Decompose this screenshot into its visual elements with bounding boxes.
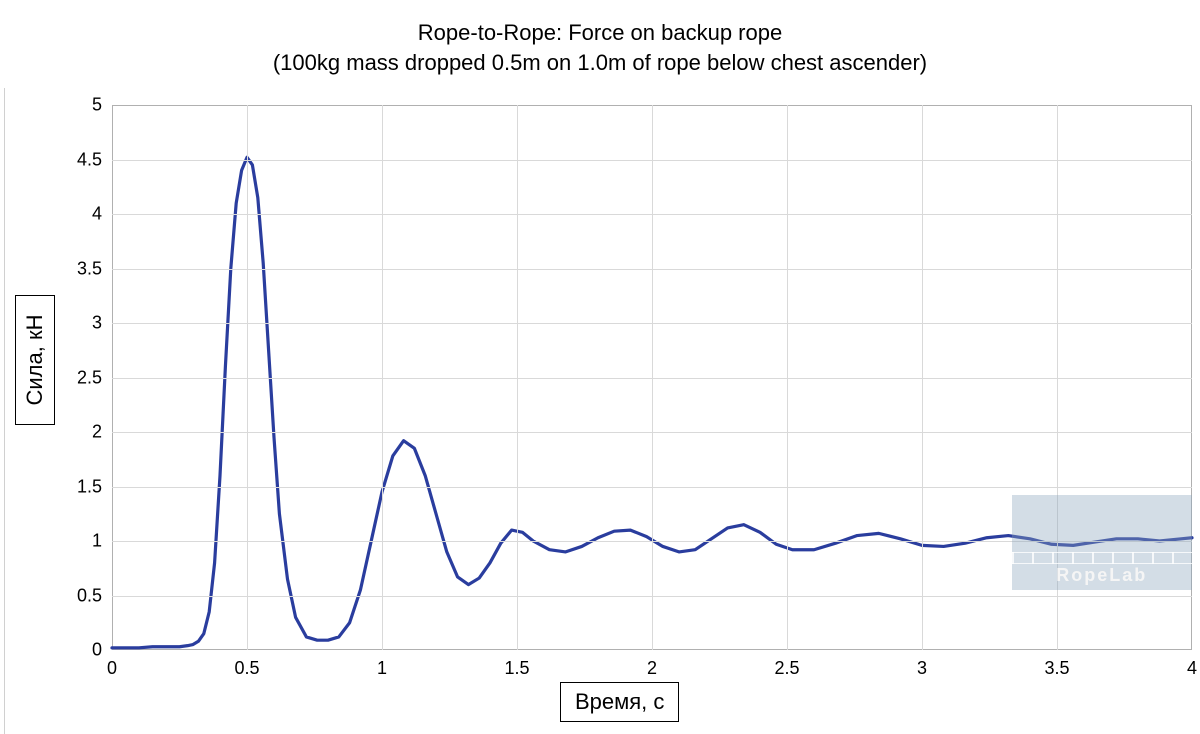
y-tick-label: 1 [92, 531, 102, 552]
y-tick-label: 0 [92, 640, 102, 661]
x-tick-label: 4 [1187, 658, 1197, 679]
chart-page: { "title": { "line1": "Rope-to-Rope: For… [0, 0, 1200, 734]
x-tick-label: 0.5 [234, 658, 259, 679]
x-tick-label: 2.5 [774, 658, 799, 679]
x-axis-label: Время, с [560, 682, 679, 722]
chart-title: Rope-to-Rope: Force on backup rope (100k… [0, 18, 1200, 77]
gridline-h [112, 432, 1192, 433]
y-tick-label: 2 [92, 422, 102, 443]
x-tick-label: 3 [917, 658, 927, 679]
watermark-band [1012, 552, 1192, 564]
y-tick-label: 3.5 [77, 258, 102, 279]
x-tick-label: 1 [377, 658, 387, 679]
gridline-h [112, 269, 1192, 270]
x-tick-label: 0 [107, 658, 117, 679]
y-tick-label: 2.5 [77, 367, 102, 388]
x-tick-label: 1.5 [504, 658, 529, 679]
x-tick-label: 3.5 [1044, 658, 1069, 679]
y-tick-label: 0.5 [77, 585, 102, 606]
gridline-h [112, 378, 1192, 379]
plot-area: 00.511.522.533.5400.511.522.533.544.55Ro… [112, 105, 1192, 650]
y-axis-label-text: Сила, кН [22, 315, 47, 406]
y-tick-label: 5 [92, 95, 102, 116]
x-axis-label-text: Время, с [575, 689, 664, 714]
chart-title-line2: (100kg mass dropped 0.5m on 1.0m of rope… [0, 48, 1200, 78]
gridline-h [112, 596, 1192, 597]
watermark-text: RopeLab [1012, 565, 1192, 586]
gridline-h [112, 323, 1192, 324]
chart-title-line1: Rope-to-Rope: Force on backup rope [0, 18, 1200, 48]
gridline-h [112, 160, 1192, 161]
y-tick-label: 4 [92, 204, 102, 225]
y-axis-label: Сила, кН [15, 295, 55, 425]
y-tick-label: 3 [92, 313, 102, 334]
x-tick-label: 2 [647, 658, 657, 679]
y-tick-label: 4.5 [77, 149, 102, 170]
watermark: RopeLab [1012, 495, 1192, 590]
gridline-h [112, 214, 1192, 215]
decorative-left-rule [4, 88, 5, 734]
gridline-h [112, 487, 1192, 488]
y-tick-label: 1.5 [77, 476, 102, 497]
